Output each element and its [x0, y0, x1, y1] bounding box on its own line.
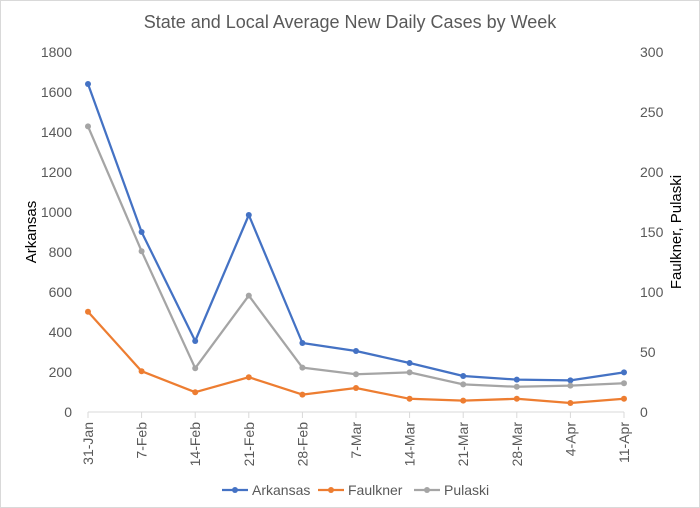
x-axis-tick-label: 4-Apr: [562, 422, 578, 457]
left-axis-tick-label: 0: [64, 404, 72, 420]
left-axis-tick-label: 1000: [41, 204, 72, 220]
data-point-faulkner: [353, 385, 359, 391]
legend-label: Faulkner: [348, 482, 403, 498]
legend-item-arkansas: Arkansas: [222, 482, 310, 498]
data-point-pulaski: [406, 369, 413, 376]
right-axis-tick-label: 200: [640, 164, 664, 180]
data-point-arkansas: [138, 229, 145, 235]
data-point-faulkner: [192, 389, 199, 396]
data-point-faulkner: [138, 368, 145, 375]
left-axis-tick-label: 400: [49, 324, 73, 340]
right-axis-ticks: 0 50 100 150 200 250 300: [640, 44, 664, 420]
data-point-pulaski: [460, 381, 467, 388]
x-axis-tick-label: 14-Mar: [402, 422, 418, 467]
left-axis-title: Arkansas: [23, 201, 40, 264]
left-axis-tick-label: 600: [49, 284, 73, 300]
legend-label: Pulaski: [444, 482, 489, 498]
data-point-pulaski: [353, 371, 359, 378]
data-point-arkansas: [85, 81, 91, 87]
x-axis-tick-label: 28-Mar: [509, 422, 525, 467]
legend-item-faulkner: Faulkner: [318, 482, 403, 498]
x-axis-tick-label: 21-Mar: [455, 422, 471, 467]
left-axis-tick-label: 1600: [41, 84, 72, 100]
data-point-arkansas: [513, 376, 520, 383]
data-point-arkansas: [621, 369, 627, 376]
right-axis-tick-label: 150: [640, 224, 664, 240]
data-point-pulaski: [299, 364, 306, 371]
x-axis-tick-label: 28-Feb: [294, 422, 310, 467]
data-point-arkansas: [567, 377, 574, 384]
data-point-pulaski: [245, 292, 252, 299]
right-axis-tick-label: 50: [640, 344, 656, 360]
x-axis-ticks: 31-Jan 7-Feb 14-Feb 21-Feb 28-Feb 7-Mar 14-Mar…: [80, 412, 632, 466]
data-point-pulaski: [192, 365, 199, 372]
data-point-faulkner: [245, 374, 252, 381]
legend-label: Arkansas: [252, 482, 310, 498]
legend-swatch-marker: [232, 487, 238, 493]
left-axis-tick-label: 200: [49, 364, 73, 380]
right-axis-tick-label: 100: [640, 284, 664, 300]
data-point-arkansas: [299, 340, 306, 346]
x-axis-tick-label: 14-Feb: [187, 422, 203, 467]
data-point-pulaski: [138, 248, 145, 255]
data-point-arkansas: [406, 360, 413, 366]
data-point-arkansas: [353, 348, 359, 354]
x-axis-tick-label: 31-Jan: [80, 422, 96, 465]
legend: Arkansas Faulkner Pulaski: [222, 482, 489, 498]
legend-swatch-marker: [424, 487, 430, 493]
data-point-faulkner: [85, 308, 91, 315]
x-axis-tick-label: 21-Feb: [241, 422, 257, 467]
data-point-pulaski: [621, 380, 627, 387]
chart-title: State and Local Average New Daily Cases …: [144, 12, 558, 32]
data-point-pulaski: [567, 382, 574, 389]
data-point-arkansas: [460, 373, 467, 379]
right-axis-title: Faulkner, Pulaski: [668, 175, 685, 289]
left-axis-tick-label: 800: [49, 244, 73, 260]
data-point-faulkner: [406, 395, 413, 402]
right-axis-tick-label: 300: [640, 44, 664, 60]
left-axis-tick-label: 1200: [41, 164, 72, 180]
legend-swatch-marker: [328, 487, 334, 493]
left-axis-ticks: 0 200 400 600 800 1000 1200 1400 1600 1800: [41, 44, 72, 420]
data-point-faulkner: [299, 391, 306, 398]
data-point-pulaski: [513, 383, 520, 390]
x-axis-tick-label: 11-Apr: [616, 422, 632, 463]
x-axis-tick-label: 7-Mar: [348, 422, 364, 459]
data-point-pulaski: [85, 123, 91, 130]
data-point-arkansas: [245, 212, 252, 218]
left-axis-tick-label: 1800: [41, 44, 72, 60]
data-point-faulkner: [621, 395, 627, 402]
data-point-arkansas: [192, 338, 199, 344]
left-axis-tick-label: 1400: [41, 124, 72, 140]
data-point-faulkner: [460, 397, 467, 404]
x-axis-tick-label: 7-Feb: [134, 422, 150, 459]
data-point-faulkner: [513, 395, 520, 402]
right-axis-tick-label: 250: [640, 104, 664, 120]
data-point-faulkner: [567, 400, 574, 406]
legend-item-pulaski: Pulaski: [414, 482, 489, 498]
series-layer: [85, 81, 627, 406]
right-axis-tick-label: 0: [640, 404, 648, 420]
